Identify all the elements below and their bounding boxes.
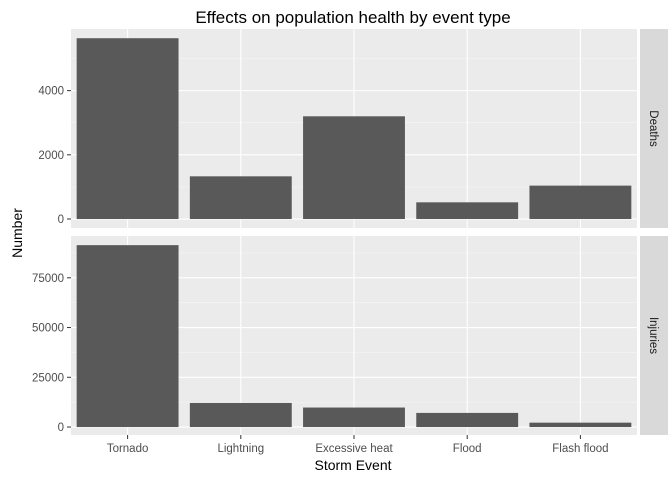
facet-panels: 0 2000 4000 Deaths 0 25000 50000 75000 Injuries (32, 29, 668, 435)
facet-strip (640, 236, 668, 435)
y-tick-label: 25000 (32, 372, 64, 384)
bar-injuries-lightning (189, 402, 292, 428)
x-tick-label: Flash flood (552, 443, 608, 455)
y-axis-title: Number (9, 208, 25, 258)
bar-deaths-flood (416, 202, 519, 220)
y-tick-label: 4000 (38, 86, 64, 98)
bar-deaths-lightning (189, 176, 292, 220)
bar-injuries-flood (416, 412, 519, 428)
y-tick-label: 0 (58, 214, 64, 226)
x-tick-label: Flood (453, 443, 482, 455)
facet-strip-label: Deaths (647, 110, 659, 147)
facet-strip-label: Injuries (647, 317, 659, 354)
y-tick-label: 2000 (38, 150, 64, 162)
y-tick-label: 75000 (32, 273, 64, 285)
chart-title: Effects on population health by event ty… (195, 8, 510, 27)
bar-deaths-excessive-heat (303, 116, 405, 220)
x-tick-label: Excessive heat (315, 443, 393, 455)
facet-strip (640, 29, 668, 228)
bar-injuries-flash-flood (529, 422, 632, 428)
x-tick-label: Lightning (217, 443, 264, 455)
facet-panel-1: 0 25000 50000 75000 Injuries (32, 236, 668, 435)
bar-injuries-tornado (76, 245, 179, 428)
facet-panel-0: 0 2000 4000 Deaths (38, 29, 668, 228)
x-axis-title: Storm Event (314, 457, 391, 473)
bar-injuries-excessive-heat (303, 407, 405, 428)
x-axis: Tornado Lightning Excessive heat Flood Flash… (107, 435, 609, 455)
y-tick-label: 50000 (32, 323, 64, 335)
bar-deaths-flash-flood (529, 185, 632, 220)
x-tick-label: Tornado (107, 443, 149, 455)
y-tick-label: 0 (58, 422, 64, 434)
bar-deaths-tornado (76, 38, 179, 220)
